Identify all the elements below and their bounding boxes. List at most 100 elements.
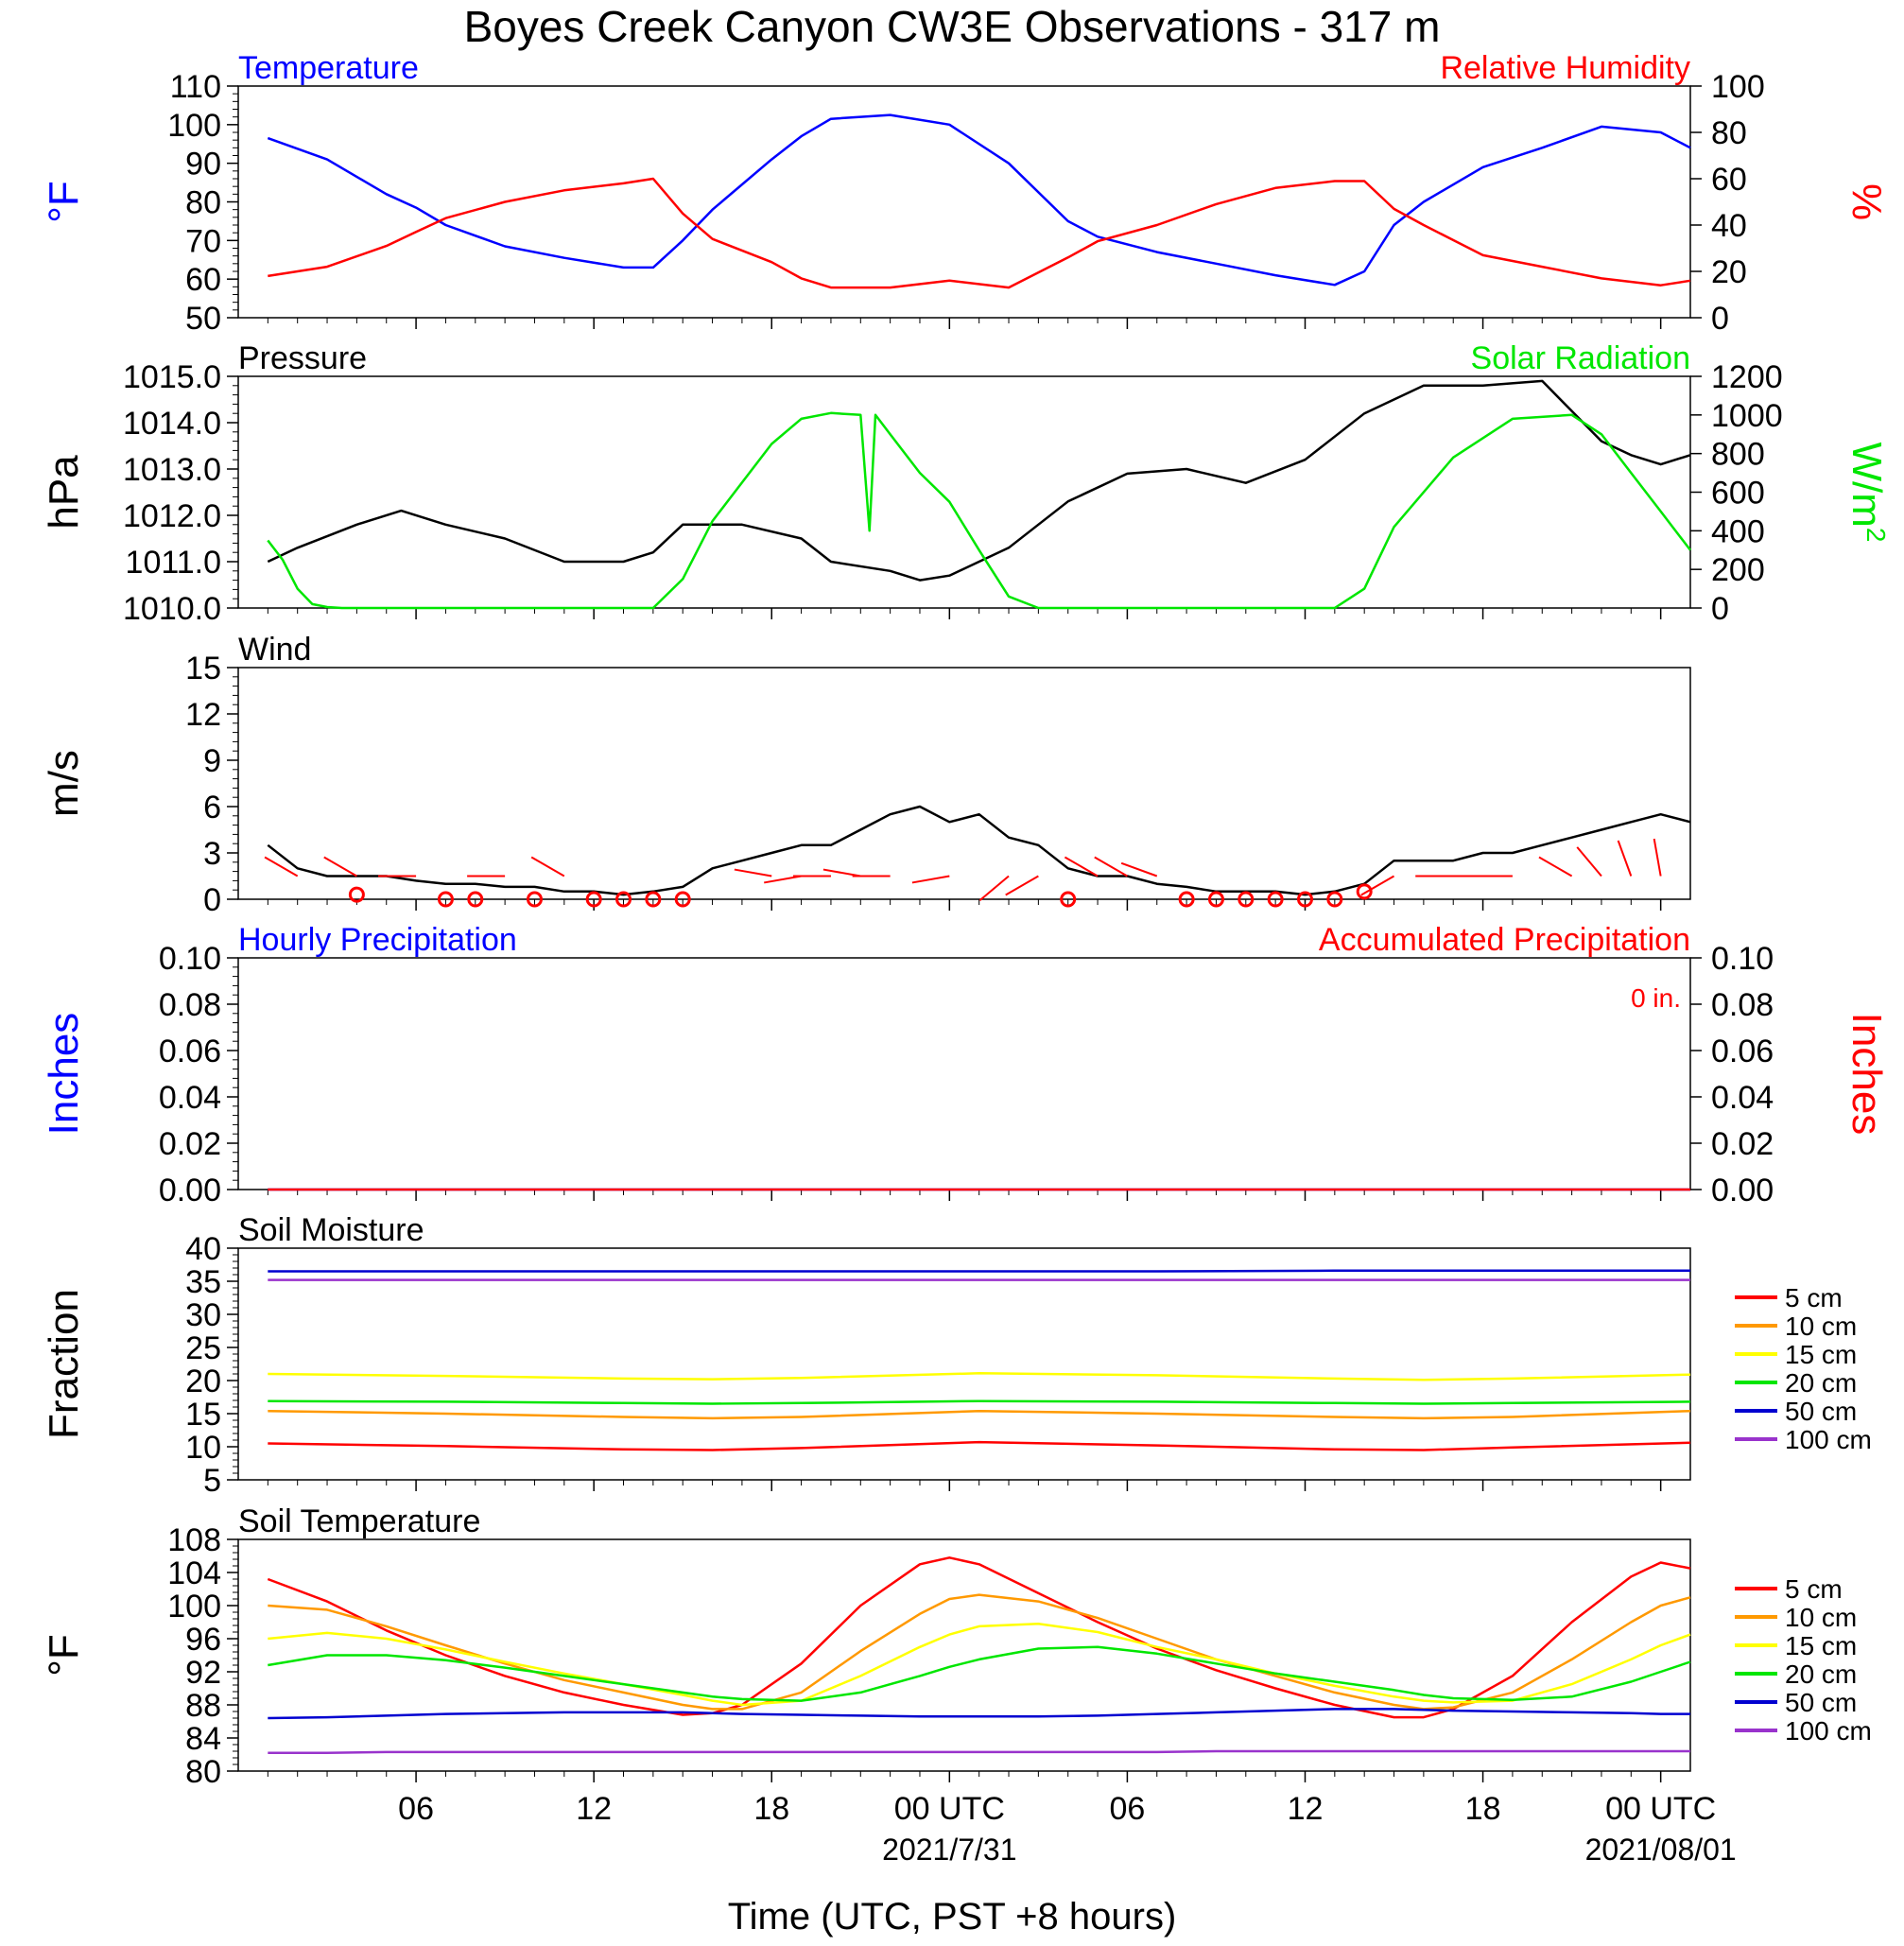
time-axis: 06 12 18 00 UTC 06 12 18 00 UTC 2021/7/31 2021/08… <box>398 1791 1737 1867</box>
plot-frame <box>237 957 1691 1190</box>
y2-axis-label: % <box>1843 183 1890 220</box>
y2-tick-label: 400 <box>1711 513 1765 549</box>
wind-barb <box>734 868 772 877</box>
y2-tick-label: 20 <box>1711 254 1747 290</box>
calm-marker <box>467 891 484 908</box>
panel-title-left: Soil Temperature <box>238 1503 480 1539</box>
y2-tick-label: 100 <box>1711 69 1765 105</box>
wind-barb <box>1094 856 1128 877</box>
y-tick-label: 1010.0 <box>123 591 221 627</box>
calm-marker <box>1238 891 1255 908</box>
y-tick-label: 80 <box>185 185 221 221</box>
y2-tick-label: 0 <box>1711 591 1729 627</box>
y-tick-label: 6 <box>203 790 221 825</box>
y-tick-label: 60 <box>185 262 221 298</box>
panel-wind: 0 3 6 9 12 15 Wind m/s <box>41 632 1691 918</box>
legend-label: 100 cm <box>1785 1716 1872 1746</box>
x-tick-label: 06 <box>398 1791 434 1827</box>
series-line-20-cm <box>268 1399 1691 1405</box>
series-line-50-cm <box>268 1708 1690 1720</box>
wind-barb <box>764 875 802 884</box>
y-tick-label: 50 <box>185 301 221 337</box>
y-axis-label: Fraction <box>41 1289 87 1439</box>
panel-title-left: Wind <box>238 632 311 668</box>
y-tick-label: 0 <box>203 882 221 918</box>
y2-tick-label: 1000 <box>1711 398 1783 434</box>
y2-tick-label: 0 <box>1711 301 1729 337</box>
legend-label: 10 cm <box>1785 1603 1857 1632</box>
y-tick-label: 104 <box>167 1555 221 1591</box>
figure-title: Boyes Creek Canyon CW3E Observations - 3… <box>464 2 1441 51</box>
legend-label: 10 cm <box>1785 1312 1857 1341</box>
y-tick-label: 110 <box>170 69 221 105</box>
calm-marker <box>1326 891 1343 908</box>
calm-marker <box>1178 891 1195 908</box>
y-tick-label: 30 <box>185 1297 221 1333</box>
y-tick-label: 0.06 <box>159 1034 221 1069</box>
wind-barb <box>911 875 950 884</box>
series-line-15-cm <box>268 1623 1691 1707</box>
wind-barb <box>822 868 861 877</box>
y2-tick-label: 600 <box>1711 476 1765 512</box>
series-line-wind <box>267 805 1691 896</box>
y-tick-label: 0.00 <box>159 1173 221 1208</box>
y2-tick-label: 40 <box>1711 208 1747 244</box>
calm-marker <box>585 891 602 908</box>
unit-superscript: 2 <box>1862 528 1892 543</box>
wind-barb <box>530 856 565 877</box>
plot-frame <box>237 667 1691 900</box>
legend-label: 20 cm <box>1785 1659 1857 1689</box>
y-tick-label: 35 <box>185 1264 221 1300</box>
series-line-100-cm <box>268 1749 1690 1755</box>
panel-title-left: Hourly Precipitation <box>238 922 517 958</box>
y2-tick-label: 0.00 <box>1711 1173 1774 1208</box>
x-tick-label: 18 <box>1465 1791 1501 1827</box>
y-tick-label: 1012.0 <box>123 498 221 534</box>
y2-tick-label: 0.06 <box>1711 1034 1774 1069</box>
series-line-solar-radiation <box>267 411 1691 610</box>
y-tick-label: 20 <box>185 1364 221 1399</box>
y-tick-label: 15 <box>185 1397 221 1433</box>
series-line-5-cm <box>267 1556 1691 1719</box>
series-line-10-cm <box>268 1409 1691 1420</box>
calm-marker <box>1207 891 1224 908</box>
y2-tick-label: 0.02 <box>1711 1126 1774 1162</box>
y-tick-label: 88 <box>185 1688 221 1724</box>
y2-tick-label: 0.10 <box>1711 941 1774 977</box>
calm-marker <box>674 891 691 908</box>
x-tick-label: 12 <box>1288 1791 1324 1827</box>
y2-axis-label: W/m2 <box>1843 443 1892 543</box>
x-tick-label: 18 <box>753 1791 789 1827</box>
calm-marker <box>645 891 662 908</box>
wind-barb <box>1617 840 1633 877</box>
y2-tick-label: 60 <box>1711 162 1747 198</box>
y-tick-label: 3 <box>203 836 221 872</box>
y-tick-label: 0.04 <box>159 1080 221 1116</box>
x-tick-label: 00 UTC <box>894 1791 1005 1827</box>
legend-label: 50 cm <box>1785 1688 1857 1717</box>
y2-tick-label: 0.04 <box>1711 1080 1774 1116</box>
calm-marker <box>1060 891 1077 908</box>
y2-axis-label: Inches <box>1843 1013 1890 1136</box>
panel-title-right: Relative Humidity <box>1440 50 1690 86</box>
wind-barb <box>1005 875 1039 896</box>
calm-marker <box>437 891 454 908</box>
y-axis-label: m/s <box>41 750 87 817</box>
y2-tick-label: 0.08 <box>1711 987 1774 1023</box>
series-line-relative-humidity <box>268 177 1691 289</box>
series-line-15-cm <box>268 1372 1691 1381</box>
y2-tick-label: 80 <box>1711 115 1747 151</box>
wind-barb <box>1360 875 1395 896</box>
y-tick-label: 80 <box>185 1754 221 1790</box>
y-tick-label: 100 <box>167 108 221 144</box>
panel-title-left: Temperature <box>238 50 419 86</box>
series-line-pressure <box>267 379 1691 582</box>
panel-title-left: Pressure <box>238 340 367 376</box>
y-tick-label: 9 <box>203 743 221 779</box>
x-date-label: 2021/7/31 <box>882 1833 1016 1867</box>
